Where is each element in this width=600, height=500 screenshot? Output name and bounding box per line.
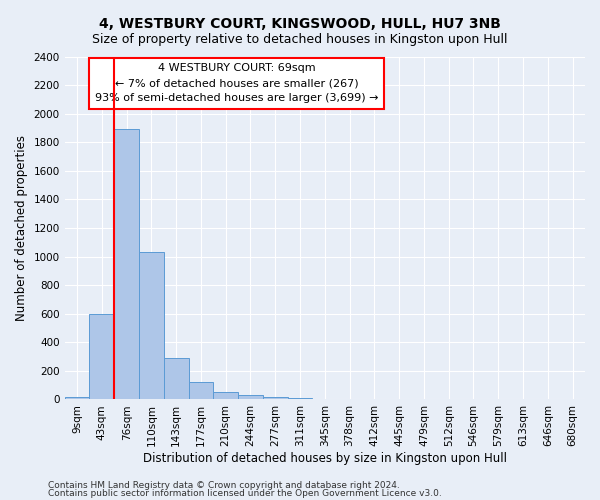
Text: Contains HM Land Registry data © Crown copyright and database right 2024.: Contains HM Land Registry data © Crown c… [48,480,400,490]
Bar [188,382,214,400]
Bar [214,392,238,400]
Bar [139,252,164,400]
Text: Contains public sector information licensed under the Open Government Licence v3: Contains public sector information licen… [48,489,442,498]
Bar [287,398,313,400]
Bar [263,396,287,400]
Text: 4 WESTBURY COURT: 69sqm
← 7% of detached houses are smaller (267)
93% of semi-de: 4 WESTBURY COURT: 69sqm ← 7% of detached… [95,64,378,103]
Bar [65,396,89,400]
Bar [164,358,188,400]
Text: Size of property relative to detached houses in Kingston upon Hull: Size of property relative to detached ho… [92,32,508,46]
Y-axis label: Number of detached properties: Number of detached properties [15,135,28,321]
Bar [238,395,263,400]
Bar [114,130,139,400]
Text: 4, WESTBURY COURT, KINGSWOOD, HULL, HU7 3NB: 4, WESTBURY COURT, KINGSWOOD, HULL, HU7 … [99,18,501,32]
Bar [89,314,114,400]
X-axis label: Distribution of detached houses by size in Kingston upon Hull: Distribution of detached houses by size … [143,452,507,465]
Bar [313,398,337,400]
